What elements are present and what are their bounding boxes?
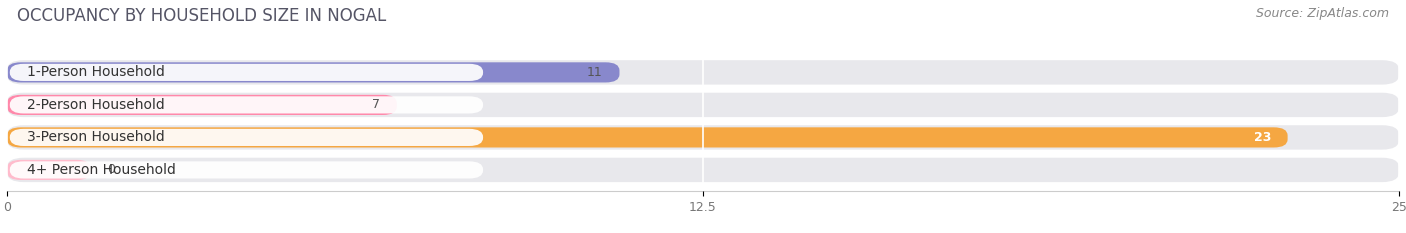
Text: Source: ZipAtlas.com: Source: ZipAtlas.com xyxy=(1256,7,1389,20)
Text: 11: 11 xyxy=(588,66,603,79)
Text: OCCUPANCY BY HOUSEHOLD SIZE IN NOGAL: OCCUPANCY BY HOUSEHOLD SIZE IN NOGAL xyxy=(17,7,387,25)
FancyBboxPatch shape xyxy=(7,60,1399,85)
FancyBboxPatch shape xyxy=(7,160,90,180)
FancyBboxPatch shape xyxy=(7,127,1288,147)
Text: 3-Person Household: 3-Person Household xyxy=(27,130,165,144)
Text: 2-Person Household: 2-Person Household xyxy=(27,98,165,112)
Text: 23: 23 xyxy=(1254,131,1271,144)
FancyBboxPatch shape xyxy=(7,95,396,115)
FancyBboxPatch shape xyxy=(10,64,484,81)
Text: 1-Person Household: 1-Person Household xyxy=(27,65,165,79)
Text: 7: 7 xyxy=(373,98,380,111)
FancyBboxPatch shape xyxy=(7,62,620,82)
FancyBboxPatch shape xyxy=(10,129,484,146)
FancyBboxPatch shape xyxy=(7,93,1399,117)
Text: 0: 0 xyxy=(107,163,115,176)
FancyBboxPatch shape xyxy=(7,125,1399,150)
FancyBboxPatch shape xyxy=(7,158,1399,182)
FancyBboxPatch shape xyxy=(10,161,484,178)
FancyBboxPatch shape xyxy=(10,96,484,113)
Text: 4+ Person Household: 4+ Person Household xyxy=(27,163,176,177)
